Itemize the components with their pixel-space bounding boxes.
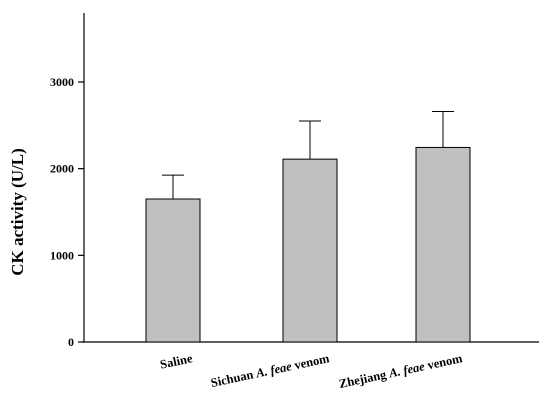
bar — [145, 198, 201, 343]
x-category-label: Saline — [159, 351, 194, 372]
bar — [282, 158, 338, 343]
bar — [415, 146, 471, 343]
x-category-label: Sichuan A. feae venom — [209, 351, 331, 390]
y-tick-label: 3000 — [50, 75, 74, 89]
y-tick-label: 0 — [68, 335, 74, 349]
y-axis-title: CK activity (U/L) — [8, 148, 27, 275]
plot-area: 0 1000 2000 3000 Saline Sichuan A. feae venom… — [50, 13, 539, 391]
x-category-label: Zhejiang A. feae venom — [338, 351, 464, 391]
y-tick-label: 2000 — [50, 162, 74, 176]
y-tick-label: 1000 — [50, 248, 74, 262]
